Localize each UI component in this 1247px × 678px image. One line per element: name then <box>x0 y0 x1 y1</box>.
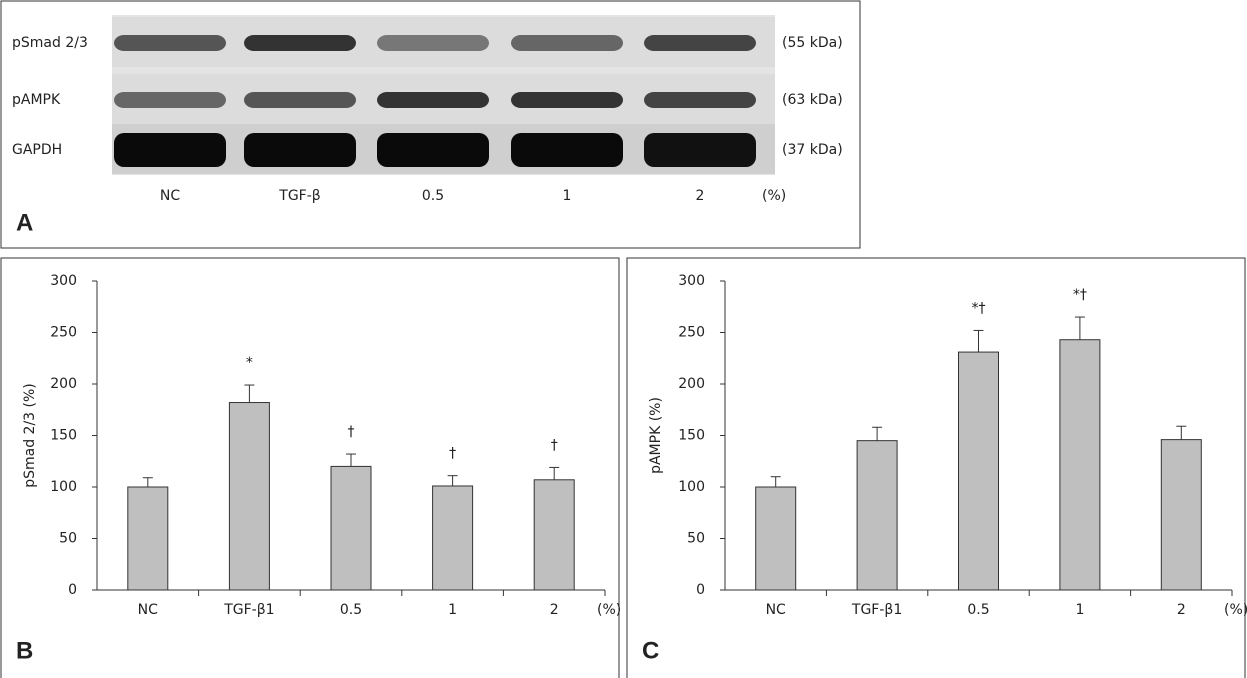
band <box>244 133 356 167</box>
band <box>644 92 756 108</box>
significance-mark: * <box>246 355 253 371</box>
y-tick-label: 150 <box>50 428 77 444</box>
protein-label: GAPDH <box>12 142 62 158</box>
x-unit: (%) <box>597 602 621 618</box>
band <box>244 35 356 51</box>
y-tick-label: 250 <box>50 325 77 341</box>
band <box>114 133 226 167</box>
band <box>244 92 356 108</box>
band <box>377 35 489 51</box>
y-tick-label: 0 <box>68 582 77 598</box>
bar <box>1160 439 1202 591</box>
y-tick-label: 100 <box>678 479 705 495</box>
protein-label: pAMPK <box>12 92 61 108</box>
lane-label: 0.5 <box>422 188 444 204</box>
bar <box>1059 339 1101 591</box>
y-tick-label: 100 <box>50 479 77 495</box>
significance-mark: † <box>551 437 558 453</box>
lane-label: NC <box>160 188 180 204</box>
band <box>511 35 623 51</box>
band <box>644 133 756 167</box>
significance-mark: † <box>348 424 355 440</box>
significance-mark: † <box>449 446 456 462</box>
lane-unit: (%) <box>762 188 786 204</box>
size-label: (63 kDa) <box>782 92 843 108</box>
band <box>377 133 489 167</box>
x-tick-label: 2 <box>550 602 559 618</box>
x-tick-label: TGF-β1 <box>851 602 902 618</box>
y-axis-label: pAMPK (%) <box>648 397 664 474</box>
lane-label: TGF-β <box>278 188 320 204</box>
lane-label: 1 <box>563 188 572 204</box>
band <box>377 92 489 108</box>
x-tick-label: 0.5 <box>967 602 989 618</box>
x-tick-label: TGF-β1 <box>223 602 274 618</box>
y-tick-label: 0 <box>696 582 705 598</box>
size-label: (37 kDa) <box>782 142 843 158</box>
panel-c-frame <box>626 257 1246 678</box>
panel-label: C <box>642 637 659 664</box>
panel-b-frame <box>0 257 620 678</box>
y-tick-label: 300 <box>50 273 77 289</box>
y-tick-label: 300 <box>678 273 705 289</box>
y-axis-label: pSmad 2/3 (%) <box>22 383 38 488</box>
protein-label: pSmad 2/3 <box>12 35 88 51</box>
bar <box>127 486 169 591</box>
lane-label: 2 <box>696 188 705 204</box>
significance-mark: *† <box>1073 287 1087 303</box>
y-tick-label: 150 <box>678 428 705 444</box>
bar <box>228 402 270 591</box>
y-tick-label: 250 <box>678 325 705 341</box>
band <box>644 35 756 51</box>
x-tick-label: 1 <box>1075 602 1084 618</box>
band <box>114 35 226 51</box>
x-tick-label: NC <box>138 602 158 618</box>
bar <box>330 465 372 591</box>
x-tick-label: 2 <box>1177 602 1186 618</box>
y-tick-label: 50 <box>59 531 77 547</box>
bar <box>432 485 474 591</box>
y-tick-label: 200 <box>678 376 705 392</box>
x-tick-label: NC <box>766 602 786 618</box>
significance-mark: *† <box>972 300 986 316</box>
size-label: (55 kDa) <box>782 35 843 51</box>
bar <box>856 440 898 591</box>
band <box>511 92 623 108</box>
x-tick-label: 1 <box>448 602 457 618</box>
panel-label: A <box>16 209 33 236</box>
bar <box>533 479 575 591</box>
panel-label: B <box>16 637 33 664</box>
bar <box>958 351 999 591</box>
x-unit: (%) <box>1224 602 1247 618</box>
y-tick-label: 50 <box>687 531 705 547</box>
y-tick-label: 200 <box>50 376 77 392</box>
x-tick-label: 0.5 <box>340 602 362 618</box>
band <box>511 133 623 167</box>
bar <box>755 486 797 591</box>
panel-a-frame <box>0 0 861 249</box>
band <box>114 92 226 108</box>
